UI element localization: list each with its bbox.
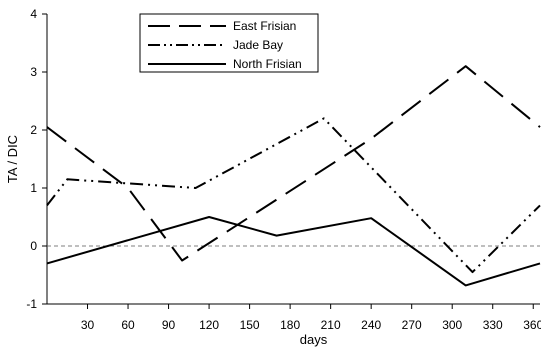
x-tick-label: 240	[361, 318, 381, 332]
x-tick-label: 210	[321, 318, 341, 332]
series-line-jade-bay	[46, 117, 541, 274]
x-tick-label: 360	[523, 318, 541, 332]
x-tick-label: 180	[280, 318, 300, 332]
series-line-north-frisian	[46, 216, 541, 287]
series-line-east-frisian	[46, 65, 541, 262]
axes: -1 0 1 2 3 4 30 60 90 120 150 180 210 240 270 300 330 360	[26, 7, 541, 332]
x-axis-label: days	[300, 332, 328, 347]
y-tick-label: -1	[26, 297, 37, 311]
legend-label: North Frisian	[233, 57, 302, 71]
legend-label: Jade Bay	[233, 38, 283, 52]
y-axis-label: TA / DIC	[5, 135, 20, 183]
x-tick-label: 150	[240, 318, 260, 332]
legend-items: East Frisian Jade Bay North Frisian	[148, 19, 302, 71]
y-tick-label: 1	[30, 181, 37, 195]
legend-label: East Frisian	[233, 19, 296, 33]
legend-box	[139, 13, 319, 73]
y-tick-label: 2	[30, 123, 37, 137]
x-tick-label: 120	[199, 318, 219, 332]
x-tick-label: 30	[81, 318, 95, 332]
x-tick-label: 90	[162, 318, 176, 332]
x-tick-label: 300	[442, 318, 462, 332]
y-tick-label: 0	[30, 239, 37, 253]
x-tick-label: 330	[483, 318, 503, 332]
y-tick-label: 3	[30, 65, 37, 79]
y-tick-label: 4	[30, 7, 37, 21]
x-tick-label: 60	[121, 318, 135, 332]
x-tick-label: 270	[402, 318, 422, 332]
legend: East Frisian Jade Bay North Frisian	[139, 13, 319, 73]
series-lines	[46, 65, 541, 287]
